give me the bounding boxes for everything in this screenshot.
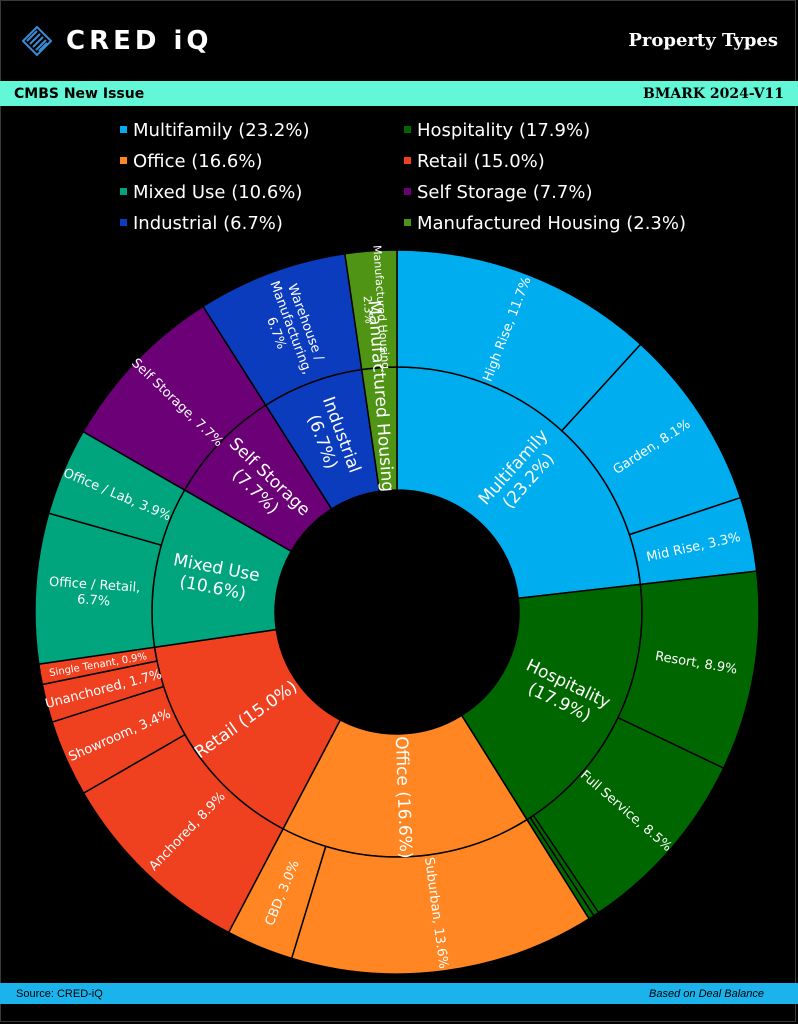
legend-item-retail[interactable]: Retail (15.0%) bbox=[404, 151, 545, 172]
outer-segment-manufactured-housing[interactable] bbox=[344, 249, 398, 371]
footer: Source: CRED-iQ Based on Deal Balance bbox=[0, 983, 798, 1004]
legend-item-multifamily[interactable]: Multifamily (23.2%) bbox=[120, 120, 310, 141]
page-title: Property Types bbox=[628, 30, 778, 51]
legend-swatch bbox=[120, 125, 127, 133]
band-left-label: CMBS New Issue bbox=[14, 85, 145, 102]
legend-swatch bbox=[120, 187, 127, 195]
legend-swatch bbox=[120, 156, 127, 164]
cred-iq-logo-icon bbox=[21, 25, 53, 57]
legend-swatch bbox=[404, 218, 411, 226]
legend-item-self-storage[interactable]: Self Storage (7.7%) bbox=[404, 182, 592, 203]
legend-label: Mixed Use (10.6%) bbox=[133, 182, 303, 203]
legend-swatch bbox=[120, 218, 127, 226]
legend-label: Office (16.6%) bbox=[133, 151, 263, 172]
deal-name: BMARK 2024-V11 bbox=[643, 85, 784, 102]
source-note: Source: CRED-iQ bbox=[16, 987, 103, 1000]
logo[interactable]: CRED iQ bbox=[20, 22, 213, 60]
inner-label-office: Office (16.6%) bbox=[391, 736, 416, 859]
header: CRED iQ Property Types bbox=[0, 0, 798, 80]
legend-item-office[interactable]: Office (16.6%) bbox=[120, 151, 263, 172]
outer-label-office-retail: Office / Retail,6.7% bbox=[47, 575, 140, 612]
legend-label: Hospitality (17.9%) bbox=[417, 120, 591, 141]
legend-item-industrial[interactable]: Industrial (6.7%) bbox=[120, 213, 283, 234]
legend-label: Retail (15.0%) bbox=[417, 151, 545, 172]
logo-text: CRED iQ bbox=[66, 26, 213, 56]
center-hole bbox=[275, 490, 519, 734]
legend-swatch bbox=[404, 187, 411, 195]
legend-label: Multifamily (23.2%) bbox=[133, 120, 310, 141]
legend-swatch bbox=[404, 125, 411, 133]
legend-swatch bbox=[404, 156, 411, 164]
deal-band: CMBS New Issue BMARK 2024-V11 bbox=[0, 81, 798, 106]
legend-item-manufactured-housing[interactable]: Manufactured Housing (2.3%) bbox=[404, 213, 686, 234]
legend-item-hospitality[interactable]: Hospitality (17.9%) bbox=[404, 120, 590, 141]
legend-label: Self Storage (7.7%) bbox=[417, 182, 593, 203]
legend-item-mixed-use[interactable]: Mixed Use (10.6%) bbox=[120, 182, 302, 203]
sunburst-chart: High Rise, 11.7%Garden, 8.1%Mid Rise, 3.… bbox=[34, 245, 760, 975]
basis-note: Based on Deal Balance bbox=[649, 987, 764, 1000]
legend-label: Industrial (6.7%) bbox=[133, 213, 283, 234]
legend-label: Manufactured Housing (2.3%) bbox=[417, 213, 686, 234]
